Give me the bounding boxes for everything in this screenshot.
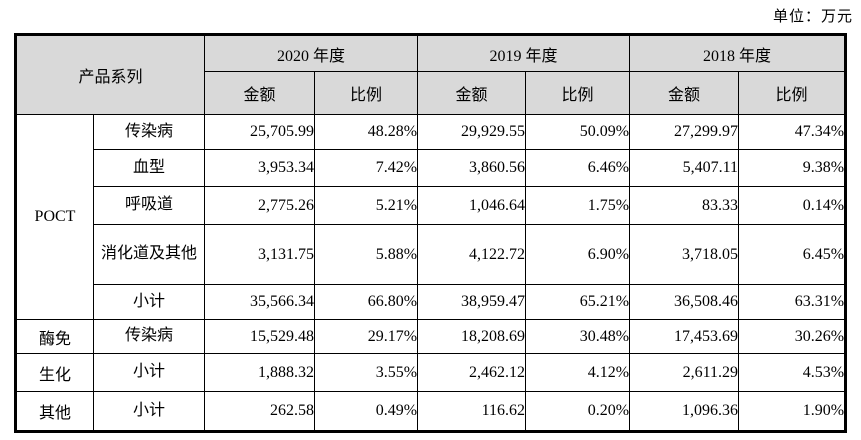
group-cell-shenghua: 生化 [15,353,94,392]
category-cell: 传染病 [92,114,206,150]
amount-cell: 262.58 [204,391,316,432]
table-row: 酶免 传染病 15,529.48 29.17% 18,208.69 30.48%… [15,319,847,354]
table-row: 呼吸道 2,775.26 5.21% 1,046.64 1.75% 83.33 … [16,186,847,225]
ratio-cell: 29.17% [314,319,419,354]
ratio-cell: 30.26% [738,319,847,354]
category-cell: 传染病 [92,319,206,354]
amount-cell: 4,122.72 [417,224,527,285]
ratio-cell: 65.21% [525,284,631,320]
ratio-cell: 50.09% [525,114,631,150]
amount-cell: 35,566.34 [204,284,316,320]
amount-cell: 29,929.55 [417,114,527,150]
category-cell: 消化道及其他 [92,224,206,285]
ratio-cell: 0.14% [738,186,847,225]
ratio-header-2019: 比例 [525,71,631,115]
ratio-header-2020: 比例 [314,71,419,115]
table-row: 消化道及其他 3,131.75 5.88% 4,122.72 6.90% 3,7… [16,224,847,285]
amount-cell: 38,959.47 [417,284,527,320]
amount-cell: 2,611.29 [629,353,740,392]
amount-cell: 2,775.26 [204,186,316,225]
amount-header-2018: 金额 [629,71,740,115]
ratio-cell: 66.80% [314,284,419,320]
category-cell: 小计 [92,284,206,320]
table-row: POCT 传染病 25,705.99 48.28% 29,929.55 50.0… [15,114,847,320]
ratio-cell: 9.38% [738,149,847,187]
ratio-cell: 47.34% [738,114,847,150]
amount-cell: 3,718.05 [629,224,740,285]
year-header-2020: 2020 年度 [204,34,419,72]
amount-cell: 36,508.46 [629,284,740,320]
group-cell-poct: POCT [15,114,94,320]
amount-cell: 5,407.11 [629,149,740,187]
year-header-2018: 2018 年度 [629,34,847,72]
header-row-years: 产品系列 2020 年度 2019 年度 2018 年度 [14,34,847,115]
ratio-cell: 7.42% [314,149,419,187]
amount-cell: 3,860.56 [417,149,527,187]
amount-cell: 3,131.75 [204,224,316,285]
category-cell: 血型 [92,149,206,187]
ratio-header-2018: 比例 [738,71,847,115]
amount-cell: 2,462.12 [417,353,527,392]
amount-cell: 1,096.36 [629,391,740,432]
product-series-table: 产品系列 2020 年度 2019 年度 2018 年度 金额 比例 金额 比例… [14,33,848,433]
amount-cell: 1,046.64 [417,186,527,225]
table-row: 其他 小计 262.58 0.49% 116.62 0.20% 1,096.36… [15,391,847,432]
amount-cell: 27,299.97 [629,114,740,150]
amount-header-2020: 金额 [204,71,316,115]
table-row: 血型 3,953.34 7.42% 3,860.56 6.46% 5,407.1… [16,149,847,187]
ratio-cell: 48.28% [314,114,419,150]
ratio-cell: 5.88% [314,224,419,285]
amount-cell: 83.33 [629,186,740,225]
ratio-cell: 0.49% [314,391,419,432]
table-row: 小计 35,566.34 66.80% 38,959.47 65.21% 36,… [16,284,847,320]
unit-label: 单位：万元 [772,9,853,25]
ratio-cell: 6.90% [525,224,631,285]
amount-cell: 3,953.34 [204,149,316,187]
ratio-cell: 0.20% [525,391,631,432]
ratio-cell: 6.46% [525,149,631,187]
ratio-cell: 1.90% [738,391,847,432]
table-row: 生化 小计 1,888.32 3.55% 2,462.12 4.12% 2,61… [15,353,847,392]
category-cell: 小计 [92,353,206,392]
amount-cell: 1,888.32 [204,353,316,392]
amount-cell: 25,705.99 [204,114,316,150]
header-row-measures: 金额 比例 金额 比例 金额 比例 [16,71,847,115]
ratio-cell: 3.55% [314,353,419,392]
amount-cell: 15,529.48 [204,319,316,354]
category-cell: 小计 [92,391,206,432]
ratio-cell: 4.53% [738,353,847,392]
ratio-cell: 63.31% [738,284,847,320]
ratio-cell: 5.21% [314,186,419,225]
ratio-cell: 30.48% [525,319,631,354]
amount-cell: 17,453.69 [629,319,740,354]
category-cell: 呼吸道 [92,186,206,225]
group-cell-meimian: 酶免 [15,319,94,354]
ratio-cell: 4.12% [525,353,631,392]
amount-header-2019: 金额 [417,71,527,115]
amount-cell: 116.62 [417,391,527,432]
ratio-cell: 1.75% [525,186,631,225]
year-header-2019: 2019 年度 [417,34,631,72]
ratio-cell: 6.45% [738,224,847,285]
amount-cell: 18,208.69 [417,319,527,354]
product-series-header: 产品系列 [14,34,206,115]
group-cell-qita: 其他 [15,391,94,432]
